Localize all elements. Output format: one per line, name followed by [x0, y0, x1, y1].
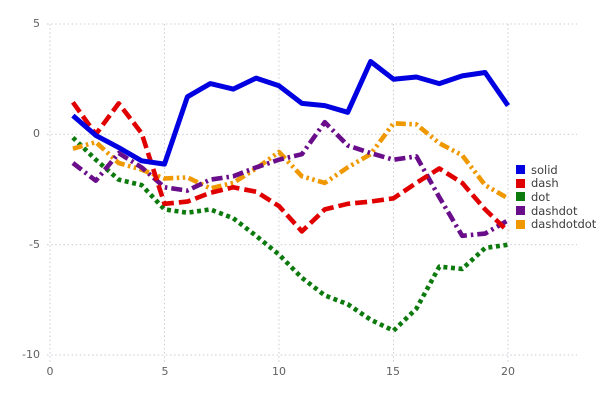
legend-swatch-dashdotdot	[516, 219, 525, 229]
x-tick-label: 20	[501, 365, 515, 378]
legend-label: dash	[531, 176, 559, 191]
legend-item-dot: dot	[516, 190, 596, 204]
legend-label: solid	[531, 162, 558, 177]
legend-label: dashdotdot	[531, 217, 597, 232]
legend-swatch-solid	[516, 165, 525, 175]
x-tick-label: 0	[46, 365, 54, 378]
series-line-solid	[71, 59, 511, 167]
legend-swatch-dot	[516, 192, 525, 202]
series-line-dashdotdot	[72, 121, 510, 201]
legend-swatch-dashdot	[516, 206, 525, 216]
legend-item-dashdot: dashdot	[516, 204, 596, 218]
x-tick-label: 5	[161, 365, 169, 378]
series-line-dash	[71, 100, 510, 234]
legend-item-solid: solid	[516, 163, 596, 177]
y-tick-label: 5	[33, 17, 40, 30]
series-line-dot	[71, 135, 509, 334]
legend-label: dashdot	[531, 203, 578, 218]
legend-item-dash: dash	[516, 177, 596, 191]
legend: solid dash dot dashdot dashdotdot	[516, 163, 596, 231]
y-tick-label: 0	[33, 127, 40, 140]
y-tick-label: -10	[22, 348, 40, 361]
x-tick-label: 10	[272, 365, 286, 378]
legend-label: dot	[531, 189, 550, 204]
y-tick-label: -5	[29, 238, 40, 251]
legend-swatch-dash	[516, 178, 525, 188]
x-tick-label: 15	[386, 365, 400, 378]
series-line-dashdot	[71, 119, 510, 239]
legend-item-dashdotdot: dashdotdot	[516, 217, 596, 231]
